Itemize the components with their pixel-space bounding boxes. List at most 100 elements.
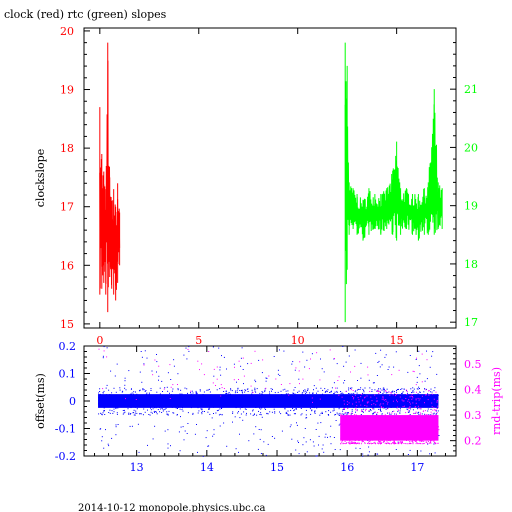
offset-point bbox=[167, 443, 169, 445]
offset-point bbox=[173, 359, 175, 361]
roundtrip-outlier bbox=[425, 389, 427, 391]
roundtrip-point bbox=[406, 433, 408, 435]
roundtrip-point bbox=[386, 438, 388, 440]
offset-point bbox=[372, 382, 374, 384]
offset-point bbox=[151, 397, 153, 399]
roundtrip-point bbox=[378, 393, 380, 394]
slopes-y2-tick-label: 20 bbox=[464, 141, 478, 154]
roundtrip-point bbox=[351, 443, 352, 444]
offset-point bbox=[242, 369, 244, 370]
offset-point bbox=[199, 389, 201, 391]
offset-point bbox=[248, 440, 250, 442]
offset-point bbox=[411, 404, 413, 406]
offset-point bbox=[238, 451, 239, 453]
offset-point bbox=[350, 413, 352, 415]
offset-point bbox=[138, 451, 140, 453]
roundtrip-outlier bbox=[135, 399, 137, 400]
offset-point bbox=[410, 388, 412, 390]
roundtrip-point bbox=[397, 434, 399, 436]
roundtrip-outlier bbox=[352, 398, 354, 400]
offset-point bbox=[185, 347, 187, 349]
offset-point bbox=[169, 392, 170, 394]
roundtrip-point bbox=[386, 424, 388, 426]
offset-point bbox=[284, 388, 286, 390]
offset-point bbox=[143, 397, 145, 399]
roundtrip-point bbox=[423, 430, 425, 432]
offset-point bbox=[274, 437, 276, 439]
offset-point bbox=[344, 396, 346, 398]
offset-point bbox=[314, 394, 316, 396]
roundtrip-point bbox=[406, 416, 408, 417]
offset-point bbox=[381, 364, 383, 366]
offset-point bbox=[162, 391, 163, 392]
roundtrip-point bbox=[356, 415, 358, 417]
offset-point bbox=[166, 395, 168, 397]
offset-point bbox=[297, 440, 299, 442]
offset-point bbox=[146, 392, 148, 394]
roundtrip-point bbox=[437, 430, 439, 432]
offset-point bbox=[159, 406, 161, 408]
roundtrip-point bbox=[414, 436, 416, 438]
offset-point bbox=[143, 389, 145, 391]
offset-point bbox=[331, 387, 333, 389]
offset-point bbox=[346, 399, 348, 401]
offset-point bbox=[208, 405, 210, 407]
offset-point bbox=[309, 392, 311, 394]
offset-point bbox=[113, 401, 115, 403]
offset-point bbox=[123, 412, 125, 414]
offset-point bbox=[209, 407, 211, 409]
offset-point bbox=[308, 397, 310, 399]
offset-point bbox=[221, 408, 222, 409]
offset-point bbox=[167, 372, 169, 374]
offset-point bbox=[194, 433, 196, 435]
offset-point bbox=[129, 393, 131, 395]
offset-point bbox=[196, 392, 198, 394]
offset-point bbox=[198, 405, 200, 407]
offset-point bbox=[260, 394, 262, 396]
offset-point bbox=[385, 399, 387, 401]
offset-point bbox=[312, 396, 314, 398]
offset-point bbox=[202, 455, 204, 457]
offset-point bbox=[400, 397, 402, 399]
roundtrip-point bbox=[425, 441, 427, 443]
offset-point bbox=[219, 366, 221, 368]
offset-point bbox=[115, 399, 117, 400]
offset-point bbox=[201, 409, 203, 411]
offset-point bbox=[108, 389, 110, 391]
offset-point bbox=[112, 406, 114, 408]
roundtrip-point bbox=[366, 433, 368, 435]
roundtrip-point bbox=[428, 390, 430, 392]
offset-point bbox=[144, 404, 146, 406]
roundtrip-point bbox=[351, 420, 353, 422]
offset-point bbox=[384, 407, 386, 409]
roundtrip-point bbox=[410, 428, 412, 430]
roundtrip-outlier bbox=[319, 379, 321, 381]
offset-point bbox=[385, 397, 387, 399]
roundtrip-point bbox=[435, 409, 437, 411]
offset-point bbox=[266, 377, 268, 379]
offset-point bbox=[230, 389, 232, 391]
roundtrip-point bbox=[400, 416, 401, 418]
roundtrip-point bbox=[403, 443, 405, 444]
offset-point bbox=[166, 413, 168, 415]
offset-point bbox=[430, 388, 432, 390]
roundtrip-point bbox=[353, 443, 355, 445]
offset-point bbox=[173, 365, 175, 367]
offset-point bbox=[342, 346, 344, 347]
roundtrip-outlier bbox=[350, 371, 351, 373]
roundtrip-y2-tick-label: 0.2 bbox=[464, 435, 482, 448]
roundtrip-point bbox=[396, 438, 397, 439]
offset-point bbox=[305, 414, 307, 416]
offset-point bbox=[299, 395, 301, 397]
roundtrip-point bbox=[395, 443, 396, 444]
roundtrip-point bbox=[402, 442, 403, 443]
offset-point bbox=[366, 399, 368, 401]
offset-point bbox=[305, 390, 307, 392]
offset-point bbox=[151, 370, 153, 372]
roundtrip-point bbox=[427, 436, 429, 438]
offset-point bbox=[172, 399, 174, 401]
offset-point bbox=[289, 426, 291, 428]
offset-point bbox=[237, 387, 239, 389]
roundtrip-point bbox=[415, 439, 417, 441]
offset-point bbox=[331, 403, 333, 405]
